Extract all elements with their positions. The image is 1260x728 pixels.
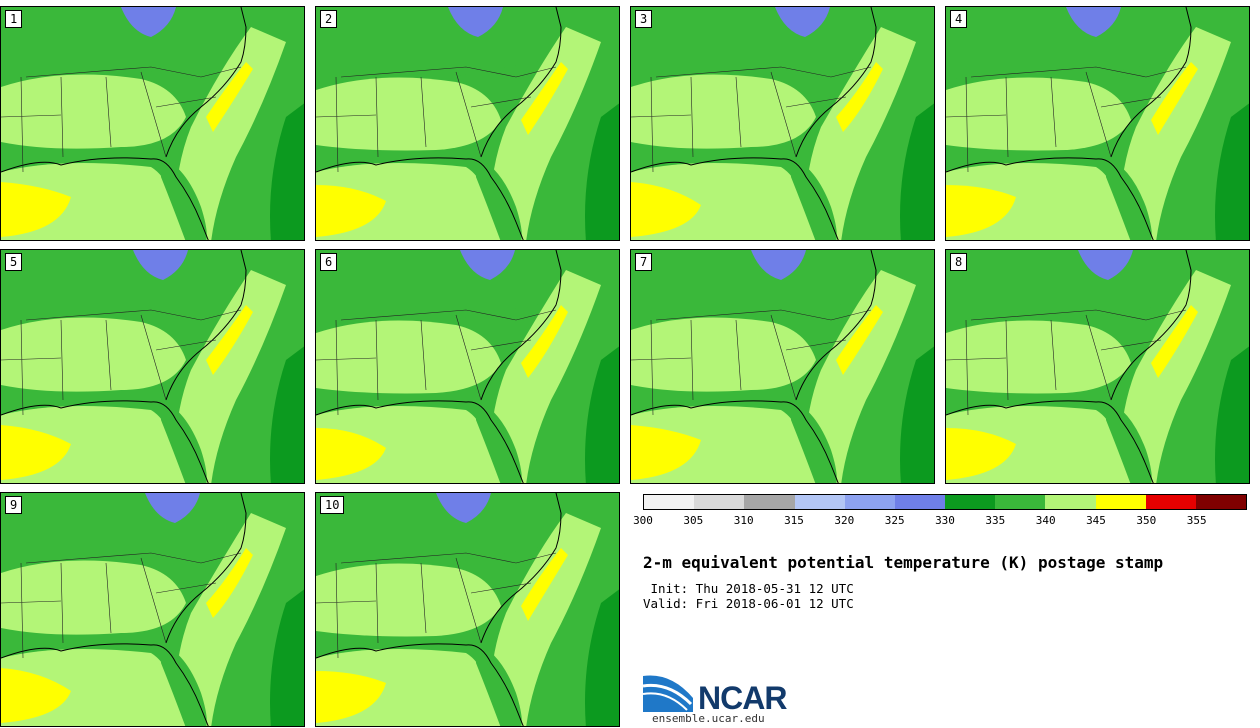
colorbar-tick-labels: 300 305 310 315 320 325 330 335 340 345 350 355 xyxy=(633,514,1260,530)
panel-number-label: 6 xyxy=(320,253,338,271)
map-field xyxy=(316,250,619,483)
colorbar-tick-label: 355 xyxy=(1186,514,1207,527)
map-field xyxy=(1,7,304,240)
panel-number-label: 5 xyxy=(5,253,23,271)
colorbar-segment xyxy=(995,495,1046,509)
colorbar-segment xyxy=(694,495,745,509)
colorbar-segment xyxy=(744,495,795,509)
colorbar-tick-label: 305 xyxy=(683,514,704,527)
colorbar-tick-label: 340 xyxy=(1035,514,1056,527)
colorbar-segment xyxy=(1045,495,1096,509)
map-panel: 3 xyxy=(630,6,935,241)
panel-number-label: 7 xyxy=(635,253,653,271)
colorbar-tick-label: 315 xyxy=(784,514,804,527)
ncar-logo-icon xyxy=(643,675,693,712)
map-field xyxy=(1,493,304,726)
map-panel: 9 xyxy=(0,492,305,727)
map-field xyxy=(316,493,619,726)
map-field xyxy=(946,7,1249,240)
colorbar xyxy=(643,494,1247,510)
map-panel: 2 xyxy=(315,6,620,241)
panel-number-label: 3 xyxy=(635,10,653,28)
map-panel: 5 xyxy=(0,249,305,484)
panel-number-label: 9 xyxy=(5,496,23,514)
map-field xyxy=(631,250,934,483)
map-field xyxy=(946,250,1249,483)
colorbar-tick-label: 350 xyxy=(1136,514,1157,527)
valid-time: Valid: Fri 2018-06-01 12 UTC xyxy=(643,596,854,611)
panel-number-label: 1 xyxy=(5,10,23,28)
map-panel: 4 xyxy=(945,6,1250,241)
init-time: Init: Thu 2018-05-31 12 UTC xyxy=(643,581,854,596)
colorbar-segment xyxy=(894,495,946,509)
colorbar-tick-label: 310 xyxy=(733,514,754,527)
map-panel: 10 xyxy=(315,492,620,727)
panel-number-label: 2 xyxy=(320,10,338,28)
colorbar-tick-label: 325 xyxy=(884,514,905,527)
panel-number-label: 10 xyxy=(320,496,345,514)
colorbar-tick-label: 345 xyxy=(1086,514,1106,527)
panel-number-label: 8 xyxy=(950,253,968,271)
ncar-logo-text: NCAR xyxy=(698,680,787,716)
map-panel: 6 xyxy=(315,249,620,484)
figure-title: 2-m equivalent potential temperature (K)… xyxy=(643,553,1164,572)
map-panel: 8 xyxy=(945,249,1250,484)
colorbar-segment xyxy=(844,495,895,509)
map-panel: 1 xyxy=(0,6,305,241)
colorbar-segment xyxy=(1145,495,1196,509)
colorbar-tick-label: 300 xyxy=(633,514,653,527)
colorbar-segment xyxy=(1095,495,1146,509)
colorbar-segment xyxy=(644,495,695,509)
colorbar-segment xyxy=(1195,495,1247,509)
colorbar-segment xyxy=(945,495,996,509)
map-panel: 7 xyxy=(630,249,935,484)
map-field xyxy=(1,250,304,483)
colorbar-tick-label: 320 xyxy=(834,514,855,527)
colorbar-tick-label: 330 xyxy=(935,514,955,527)
map-field xyxy=(631,7,934,240)
map-field xyxy=(316,7,619,240)
logo-url: ensemble.ucar.edu xyxy=(652,712,765,725)
colorbar-tick-label: 335 xyxy=(985,514,1006,527)
colorbar-segment xyxy=(794,495,845,509)
panel-number-label: 4 xyxy=(950,10,968,28)
